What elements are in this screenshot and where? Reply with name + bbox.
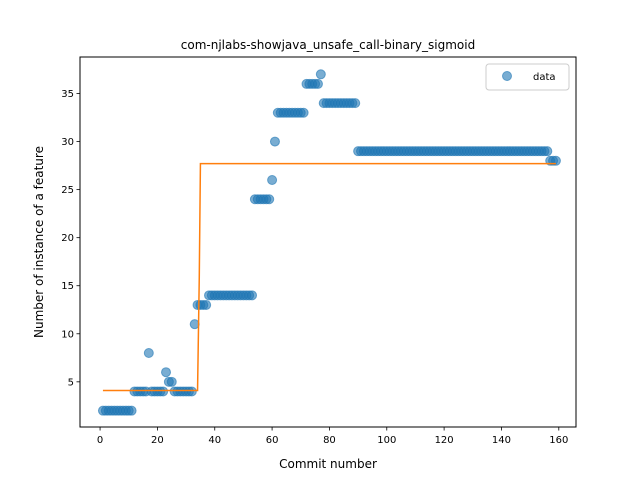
- y-axis: 5 10 15 20 25 30 35: [61, 89, 80, 388]
- y-tick-label: 15: [61, 281, 74, 292]
- data-point: [186, 386, 197, 397]
- data-point: [269, 136, 280, 147]
- data-point: [247, 290, 258, 301]
- data-point: [166, 376, 177, 387]
- y-tick-label: 35: [61, 89, 74, 100]
- y-tick-label: 5: [68, 377, 74, 388]
- y-axis-label: Number of instance of a feature: [32, 146, 46, 338]
- x-tick-label: 80: [323, 435, 336, 446]
- legend-frame: [485, 63, 570, 91]
- x-tick-label: 160: [549, 435, 568, 446]
- x-axis-label: Commit number: [279, 457, 377, 471]
- legend-marker-data: [502, 71, 512, 81]
- data-point: [161, 367, 172, 378]
- x-tick-label: 140: [492, 435, 511, 446]
- chart-title: com-njlabs-showjava_unsafe_call-binary_s…: [181, 38, 475, 52]
- x-tick-label: 120: [435, 435, 454, 446]
- data-point: [126, 405, 137, 416]
- plot-area: [79, 56, 577, 428]
- legend-label-data: data: [533, 72, 556, 83]
- data-point: [158, 386, 169, 397]
- x-tick-label: 60: [266, 435, 279, 446]
- x-tick-label: 100: [377, 435, 396, 446]
- data-point: [350, 98, 361, 109]
- data-point: [264, 194, 275, 205]
- x-axis: 0 20 40 60 80 100 120 140 160: [97, 427, 568, 446]
- data-point: [542, 146, 553, 157]
- data-point: [201, 299, 212, 310]
- data-point: [312, 78, 323, 89]
- x-tick-label: 20: [151, 435, 164, 446]
- y-tick-label: 25: [61, 185, 74, 196]
- fit-line: [102, 162, 556, 392]
- y-tick-label: 10: [61, 329, 74, 340]
- y-tick-label: 20: [61, 233, 74, 244]
- data-point: [267, 175, 278, 186]
- legend: data: [485, 63, 570, 91]
- data-point: [315, 69, 326, 80]
- x-tick-label: 0: [97, 435, 103, 446]
- series-layer: [97, 69, 561, 416]
- data-point: [143, 348, 154, 358]
- data-point: [298, 107, 309, 118]
- axes-frame: [79, 56, 577, 428]
- y-tick-label: 30: [61, 137, 74, 148]
- x-tick-label: 40: [208, 435, 221, 446]
